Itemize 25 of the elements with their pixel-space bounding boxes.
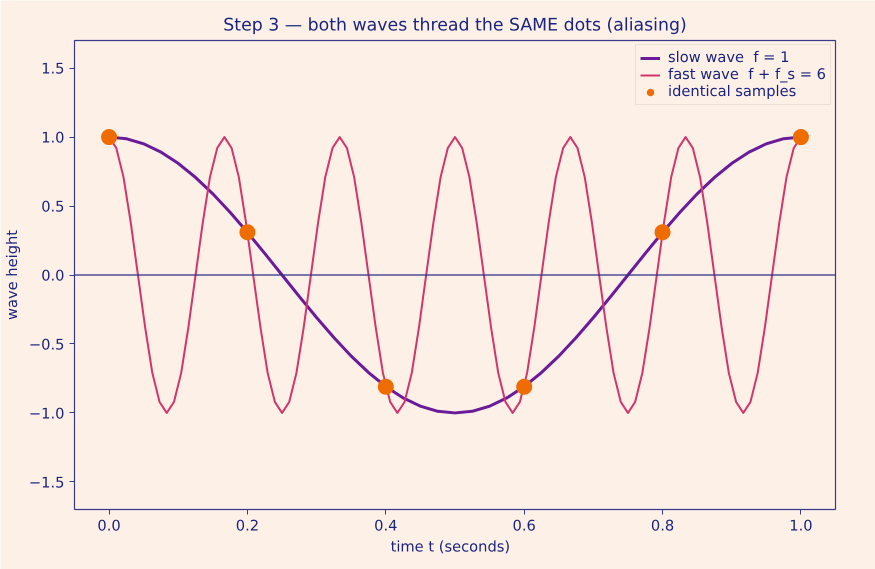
y-tick-label: 1.5 bbox=[41, 60, 65, 78]
legend-label: fast wave f + f_s = 6 bbox=[668, 66, 826, 83]
point bbox=[101, 129, 118, 146]
x-tick-label: 0.8 bbox=[650, 518, 674, 534]
y-axis-title: wave height bbox=[4, 230, 21, 320]
point bbox=[792, 129, 809, 146]
x-tick-label: 1.0 bbox=[789, 518, 813, 534]
x-tick-label: 0.2 bbox=[236, 518, 260, 534]
x-tick-label: 0.0 bbox=[97, 518, 121, 534]
x-tick-label: 0.4 bbox=[374, 518, 398, 534]
point bbox=[378, 378, 394, 395]
x-axis-title: time t (seconds) bbox=[390, 538, 510, 556]
y-tick-label: 0.5 bbox=[41, 198, 65, 216]
y-tick-label: −0.5 bbox=[28, 336, 65, 354]
x-tick-label: 0.6 bbox=[512, 518, 536, 534]
legend-label: slow wave f = 1 bbox=[668, 49, 790, 66]
chart-title: Step 3 — both waves thread the SAME dots (aliasing) bbox=[223, 16, 687, 36]
y-tick-label: 1.0 bbox=[41, 130, 65, 147]
y-tick-label: −1.0 bbox=[28, 405, 65, 422]
point bbox=[516, 378, 532, 395]
point bbox=[654, 224, 671, 240]
legend-label: identical samples bbox=[668, 83, 796, 100]
point bbox=[239, 224, 256, 240]
y-tick-label: −1.5 bbox=[28, 474, 65, 492]
y-tick-label: 0.0 bbox=[41, 268, 65, 284]
